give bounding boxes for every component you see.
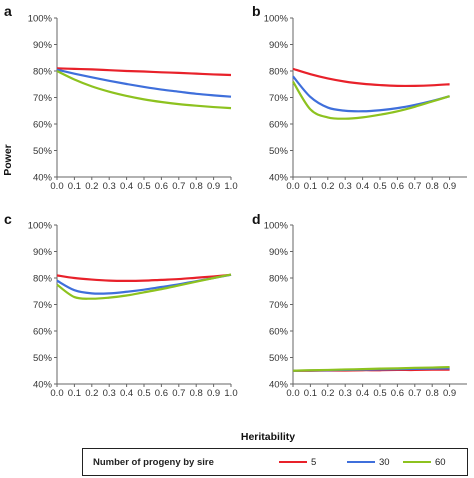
- y-tick-label: 60%: [33, 327, 53, 338]
- y-tick-label: 40%: [269, 173, 289, 184]
- x-tick-label: 0.6: [155, 388, 168, 399]
- y-tick-label: 50%: [33, 353, 53, 364]
- legend-label-30: 30: [379, 457, 390, 468]
- y-tick-label: 60%: [269, 120, 289, 131]
- panel-letter-c: c: [4, 211, 12, 227]
- y-tick-label: 100%: [28, 14, 53, 25]
- panel-letter-a: a: [4, 3, 12, 19]
- series-line-60: [56, 273, 232, 300]
- legend-swatch-30: [347, 461, 375, 463]
- y-tick-label: 70%: [269, 300, 289, 311]
- x-tick-label: 0.8: [426, 181, 439, 192]
- x-tick-label: 0.3: [339, 181, 352, 192]
- y-tick-label: 100%: [264, 221, 289, 232]
- series-line-5: [292, 67, 450, 88]
- x-tick-label: 0.7: [172, 181, 185, 192]
- x-tick-label: 0.2: [85, 388, 98, 399]
- x-tick-label: 0.7: [408, 181, 421, 192]
- y-tick-label: 50%: [269, 146, 289, 157]
- x-tick-label: 0.7: [408, 388, 421, 399]
- x-tick-label: 0.8: [190, 181, 203, 192]
- x-tick-label: 0.4: [120, 388, 133, 399]
- x-tick-label: 0.9: [443, 388, 456, 399]
- x-tick-label: 0.2: [321, 388, 334, 399]
- x-tick-label: 0.9: [207, 388, 220, 399]
- legend: Number of progeny by sire 5 30 60: [82, 448, 468, 476]
- y-tick-label: 50%: [33, 146, 53, 157]
- y-tick-label: 100%: [264, 14, 289, 25]
- y-axis-title: Power: [2, 144, 14, 176]
- x-tick-label: 0.8: [426, 388, 439, 399]
- x-tick-label: 0.4: [356, 388, 369, 399]
- y-tick-label: 80%: [33, 274, 53, 285]
- figure: Power Heritability a 40% 50% 60% 70% 80% 90% 10…: [2, 3, 467, 443]
- legend-label-5: 5: [311, 457, 317, 468]
- x-tick-label: 0.5: [137, 181, 150, 192]
- x-tick-label: 0.2: [321, 181, 334, 192]
- y-tick-label: 80%: [33, 67, 53, 78]
- x-tick-label: 0.9: [443, 181, 456, 192]
- series-line-60: [292, 81, 450, 120]
- y-tick-label: 40%: [33, 173, 53, 184]
- x-tick-label: 0.0: [50, 181, 63, 192]
- legend-swatch-60: [403, 461, 431, 463]
- y-tick-label: 50%: [269, 353, 289, 364]
- x-tick-label: 0.5: [373, 181, 386, 192]
- x-tick-label: 0.5: [137, 388, 150, 399]
- x-tick-label: 0.7: [172, 388, 185, 399]
- chart-panel-d: d 40% 50% 60% 70% 80% 90% 100% 0.0 0.1 0.2 0.3 0.4 0.…: [252, 211, 467, 399]
- series-line-30: [56, 68, 232, 98]
- chart-panel-b: b 40% 50% 60% 70% 80% 90% 100% 0.0 0.1 0.2 0.3 0.4 0.…: [252, 3, 467, 192]
- y-tick-label: 100%: [28, 221, 53, 232]
- x-tick-label: 0.1: [304, 181, 317, 192]
- y-tick-label: 40%: [33, 380, 53, 391]
- chart-panel-a: a 40% 50% 60% 70% 80% 90% 100% 0.0 0.1 0.2 0.3 0.4 0.…: [4, 3, 238, 192]
- x-tick-label: 0.3: [339, 388, 352, 399]
- x-tick-label: 0.5: [373, 388, 386, 399]
- x-tick-label: 1.0: [224, 388, 237, 399]
- x-tick-label: 0.4: [120, 181, 133, 192]
- y-tick-label: 80%: [269, 274, 289, 285]
- x-tick-label: 0.1: [304, 388, 317, 399]
- series-line-60: [56, 70, 232, 110]
- legend-swatch-5: [279, 461, 307, 463]
- x-tick-label: 1.0: [224, 181, 237, 192]
- legend-label-60: 60: [435, 457, 446, 468]
- x-tick-label: 0.0: [286, 388, 299, 399]
- x-tick-label: 0.1: [68, 388, 81, 399]
- y-tick-label: 40%: [269, 380, 289, 391]
- x-tick-label: 0.6: [391, 388, 404, 399]
- series-line-60: [292, 365, 450, 372]
- series-line-5: [56, 67, 232, 77]
- y-tick-label: 60%: [33, 120, 53, 131]
- y-tick-label: 90%: [33, 40, 53, 51]
- y-tick-label: 70%: [269, 93, 289, 104]
- panel-letter-d: d: [252, 211, 261, 227]
- y-tick-label: 90%: [269, 40, 289, 51]
- x-tick-label: 0.0: [50, 388, 63, 399]
- legend-title: Number of progeny by sire: [93, 457, 214, 468]
- series-line-30: [292, 75, 450, 113]
- x-tick-label: 0.1: [68, 181, 81, 192]
- x-tick-label: 0.9: [207, 181, 220, 192]
- x-tick-label: 0.8: [190, 388, 203, 399]
- x-tick-label: 0.4: [356, 181, 369, 192]
- y-tick-label: 90%: [269, 247, 289, 258]
- x-tick-label: 0.2: [85, 181, 98, 192]
- x-tick-label: 0.6: [155, 181, 168, 192]
- x-axis-title: Heritability: [241, 431, 295, 443]
- chart-panel-c: c 40% 50% 60% 70% 80% 90% 100% 0.0 0.1 0.2 0.3 0.4 0.…: [4, 211, 238, 399]
- x-tick-label: 0.3: [103, 181, 116, 192]
- x-tick-label: 0.0: [286, 181, 299, 192]
- y-tick-label: 60%: [269, 327, 289, 338]
- x-tick-label: 0.6: [391, 181, 404, 192]
- panel-letter-b: b: [252, 3, 261, 19]
- y-tick-label: 70%: [33, 93, 53, 104]
- y-tick-label: 90%: [33, 247, 53, 258]
- x-tick-label: 0.3: [103, 388, 116, 399]
- y-tick-label: 70%: [33, 300, 53, 311]
- y-tick-label: 80%: [269, 67, 289, 78]
- series-line-5: [56, 273, 232, 283]
